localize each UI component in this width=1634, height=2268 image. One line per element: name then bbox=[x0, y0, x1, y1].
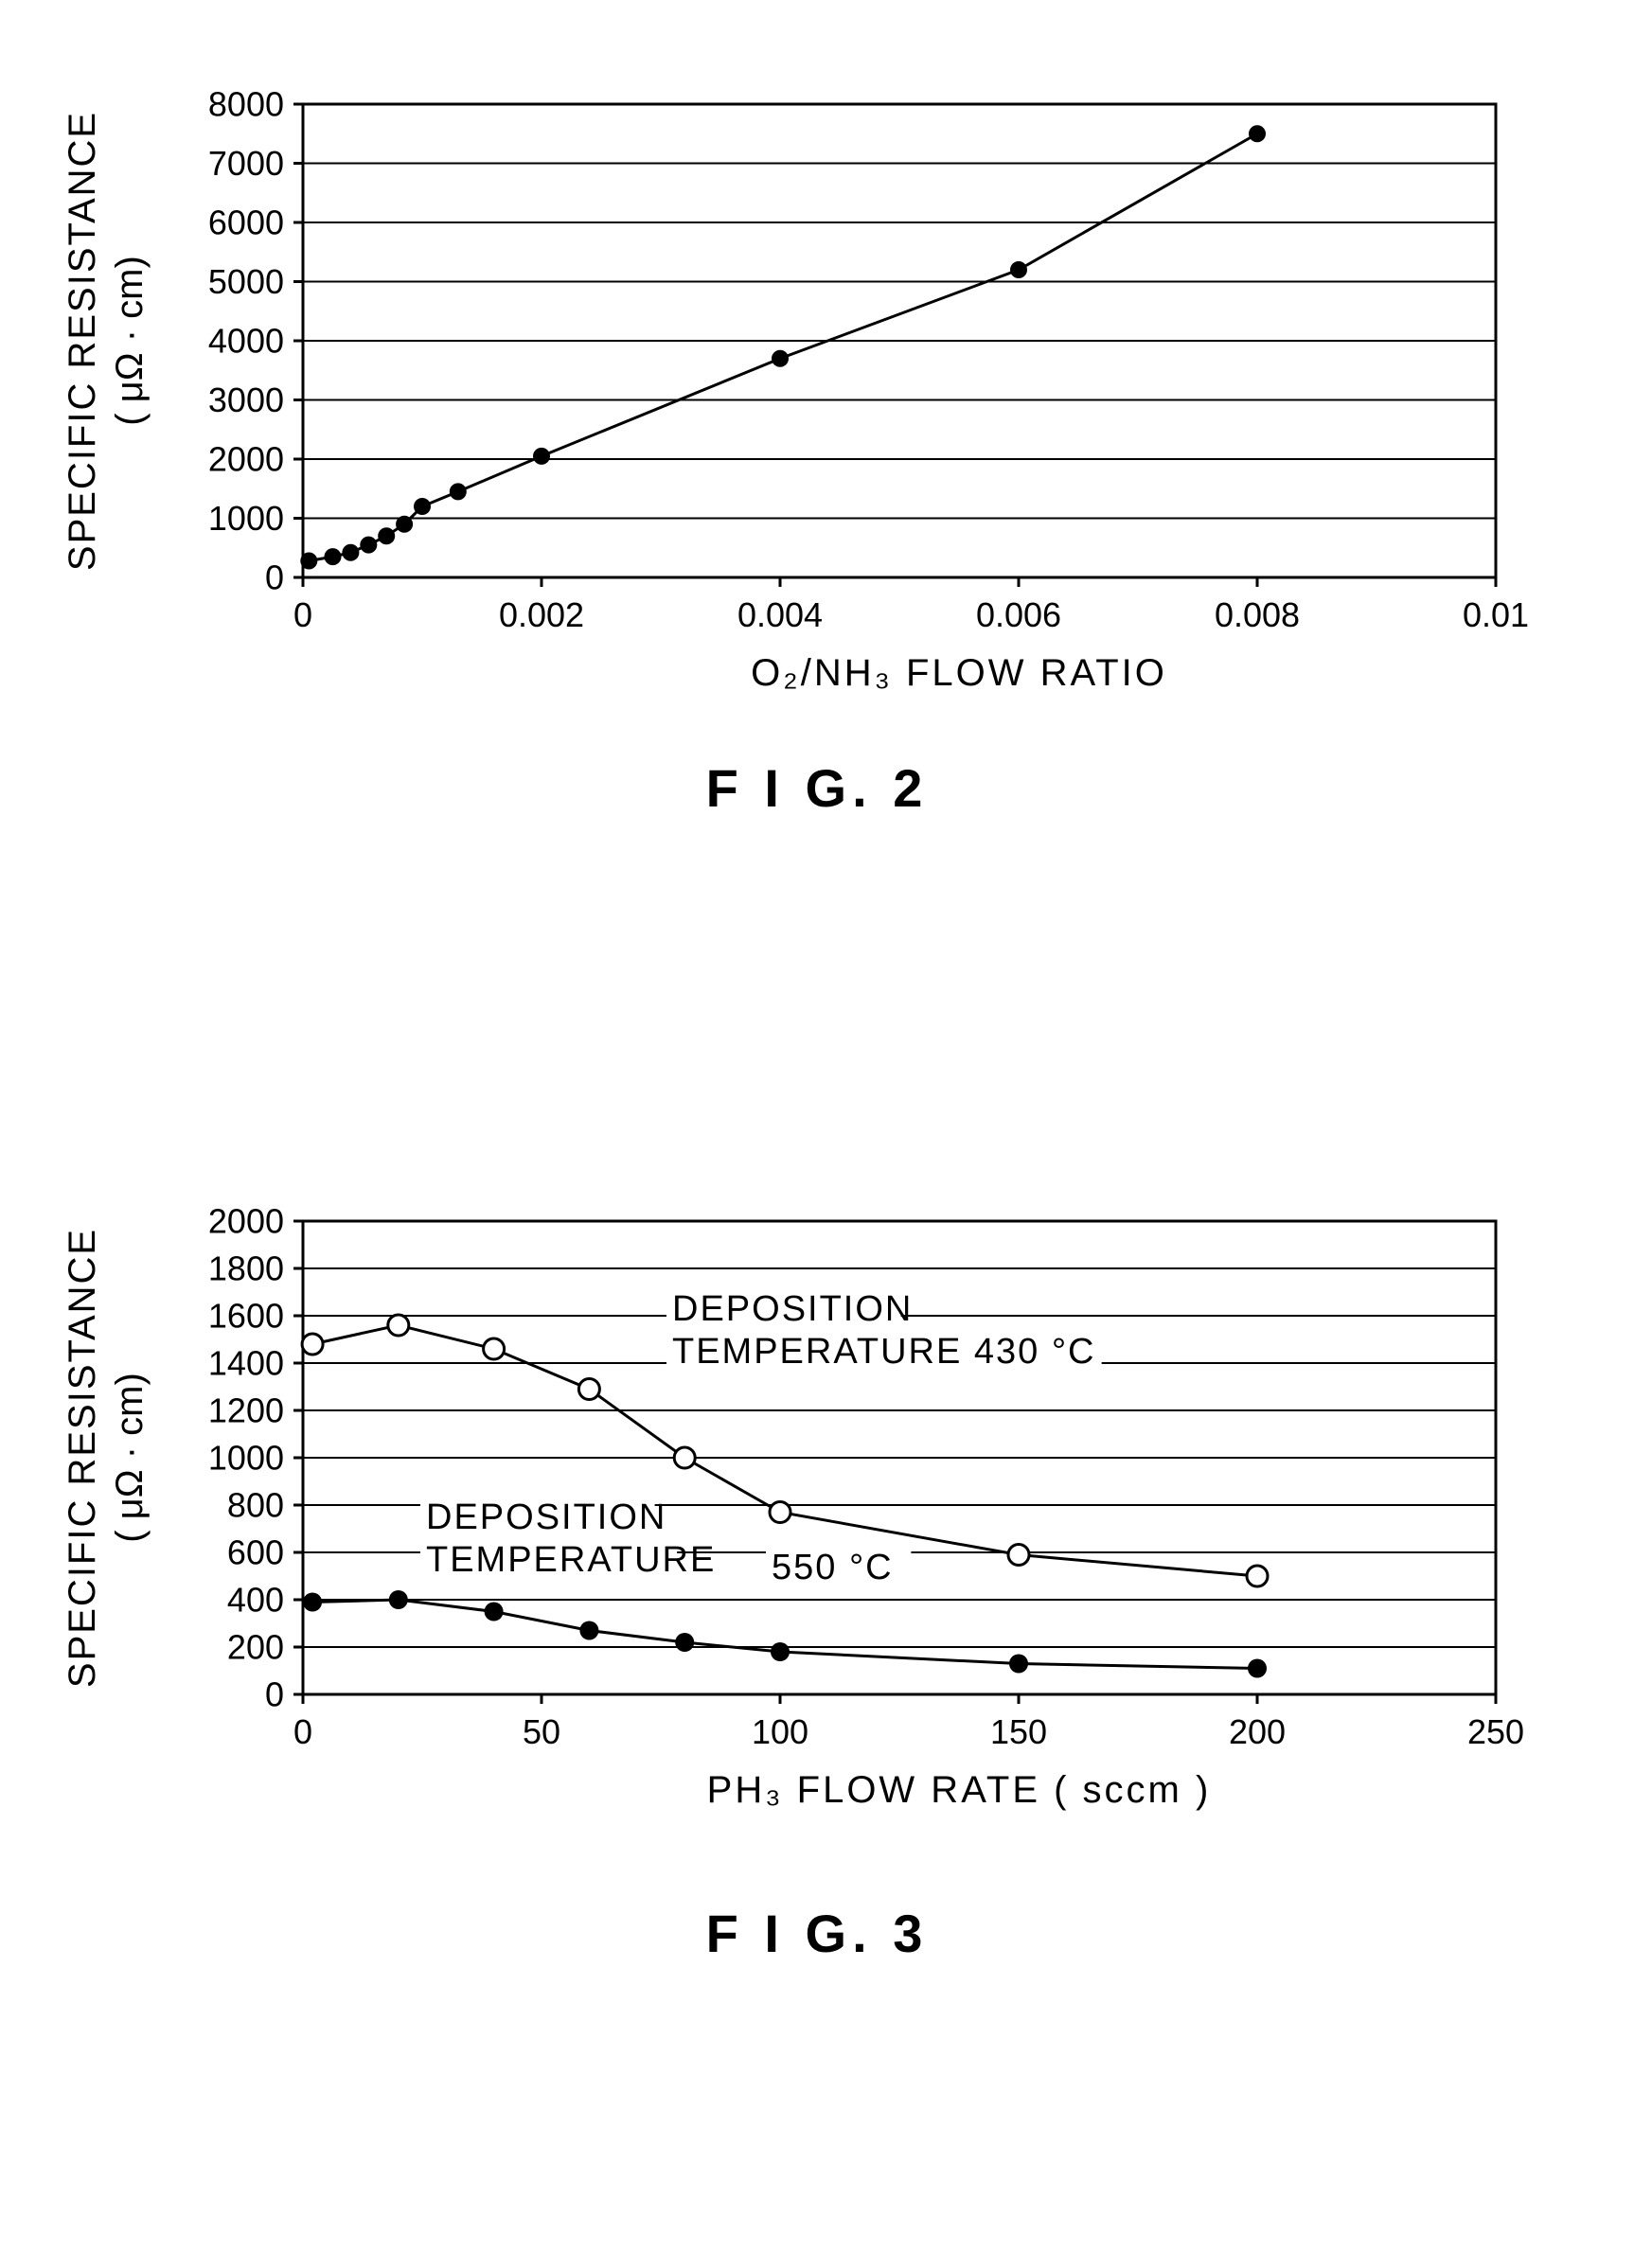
svg-text:800: 800 bbox=[227, 1486, 284, 1525]
svg-text:5000: 5000 bbox=[208, 262, 284, 301]
svg-text:2000: 2000 bbox=[208, 440, 284, 479]
svg-text:( μΩ · cm): ( μΩ · cm) bbox=[109, 256, 151, 426]
svg-text:0.002: 0.002 bbox=[499, 595, 584, 634]
svg-text:DEPOSITION: DEPOSITION bbox=[426, 1497, 666, 1537]
svg-text:400: 400 bbox=[227, 1581, 284, 1620]
svg-text:1000: 1000 bbox=[208, 1439, 284, 1478]
svg-text:0.008: 0.008 bbox=[1215, 595, 1300, 634]
svg-text:0.004: 0.004 bbox=[737, 595, 823, 634]
fig2-caption: F I G. 2 bbox=[0, 757, 1634, 819]
svg-text:O₂/NH₃ FLOW RATIO: O₂/NH₃ FLOW RATIO bbox=[751, 652, 1167, 694]
svg-text:100: 100 bbox=[752, 1712, 808, 1751]
svg-text:8000: 8000 bbox=[208, 85, 284, 124]
fig3-caption: F I G. 3 bbox=[0, 1903, 1634, 1964]
svg-text:250: 250 bbox=[1467, 1712, 1524, 1751]
svg-text:550 °C: 550 °C bbox=[772, 1548, 894, 1587]
svg-text:4000: 4000 bbox=[208, 322, 284, 361]
svg-text:2000: 2000 bbox=[208, 1202, 284, 1241]
fig3-chart: 0 200 400 600 800 1000 1200 1400 1600 1800 2000 0 50… bbox=[0, 1174, 1634, 1855]
svg-text:150: 150 bbox=[990, 1712, 1047, 1751]
svg-text:1600: 1600 bbox=[208, 1297, 284, 1336]
svg-text:PH₃ FLOW RATE ( sccm ): PH₃ FLOW RATE ( sccm ) bbox=[707, 1769, 1212, 1811]
svg-text:0: 0 bbox=[293, 595, 312, 634]
figure-2: 0 1000 2000 3000 4000 5000 6000 7000 8000 0 0.002 0… bbox=[0, 38, 1634, 819]
svg-text:1800: 1800 bbox=[208, 1249, 284, 1288]
svg-text:1200: 1200 bbox=[208, 1391, 284, 1430]
svg-text:6000: 6000 bbox=[208, 204, 284, 242]
svg-text:TEMPERATURE: TEMPERATURE bbox=[426, 1540, 716, 1580]
svg-text:600: 600 bbox=[227, 1533, 284, 1572]
svg-text:0: 0 bbox=[265, 558, 284, 597]
svg-text:SPECIFIC RESISTANCE: SPECIFIC RESISTANCE bbox=[62, 111, 103, 571]
svg-text:0.01: 0.01 bbox=[1463, 595, 1529, 634]
svg-text:0: 0 bbox=[293, 1712, 312, 1751]
svg-text:3000: 3000 bbox=[208, 381, 284, 419]
svg-text:SPECIFIC RESISTANCE: SPECIFIC RESISTANCE bbox=[62, 1228, 103, 1688]
svg-text:( μΩ · cm): ( μΩ · cm) bbox=[109, 1373, 151, 1543]
svg-text:1400: 1400 bbox=[208, 1344, 284, 1383]
svg-text:200: 200 bbox=[1229, 1712, 1286, 1751]
svg-text:50: 50 bbox=[523, 1712, 560, 1751]
svg-text:7000: 7000 bbox=[208, 144, 284, 183]
figure-3: 0 200 400 600 800 1000 1200 1400 1600 1800 2000 0 50… bbox=[0, 1174, 1634, 1964]
svg-text:DEPOSITION: DEPOSITION bbox=[672, 1289, 913, 1329]
svg-text:0.006: 0.006 bbox=[976, 595, 1061, 634]
fig2-chart: 0 1000 2000 3000 4000 5000 6000 7000 8000 0 0.002 0… bbox=[0, 38, 1634, 719]
svg-text:1000: 1000 bbox=[208, 499, 284, 538]
svg-text:TEMPERATURE 430 °C: TEMPERATURE 430 °C bbox=[672, 1332, 1095, 1372]
svg-text:0: 0 bbox=[265, 1675, 284, 1714]
svg-text:200: 200 bbox=[227, 1628, 284, 1667]
